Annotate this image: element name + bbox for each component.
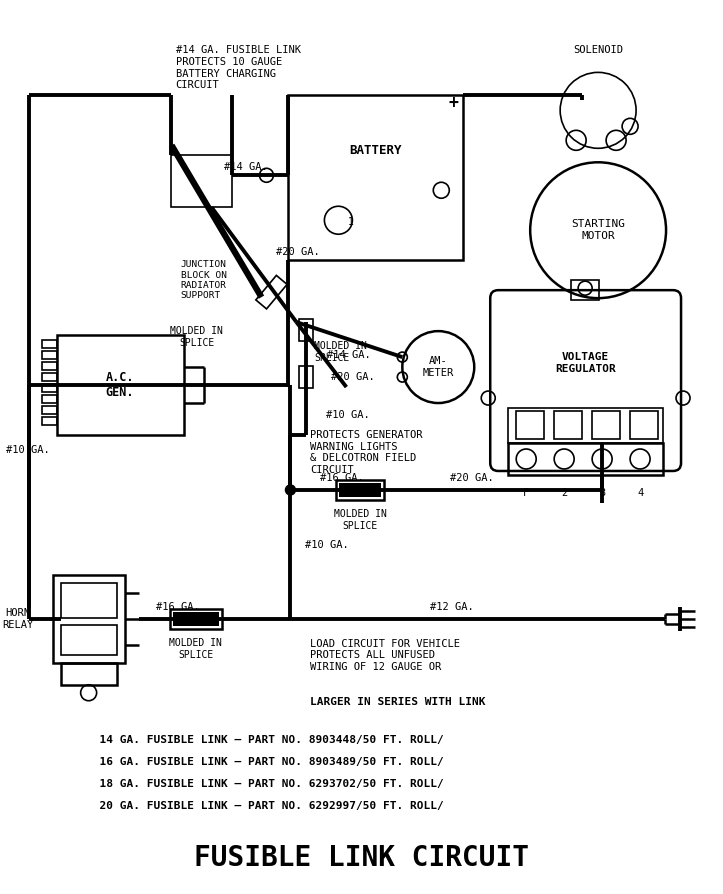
Bar xyxy=(56,335,184,435)
Bar xyxy=(42,351,56,359)
Bar xyxy=(554,411,582,439)
Text: FUSIBLE LINK CIRCUIT: FUSIBLE LINK CIRCUIT xyxy=(194,844,529,872)
Bar xyxy=(170,609,221,628)
Text: #20 GA.: #20 GA. xyxy=(276,248,320,257)
Bar xyxy=(592,411,620,439)
Text: F: F xyxy=(523,488,529,498)
Text: MOLDED IN
SPLICE: MOLDED IN SPLICE xyxy=(170,326,223,348)
Text: MOLDED IN
SPLICE: MOLDED IN SPLICE xyxy=(334,509,387,531)
Bar xyxy=(42,373,56,381)
Text: 4: 4 xyxy=(637,488,643,498)
Text: JUNCTION
BLOCK ON
RADIATOR
SUPPORT: JUNCTION BLOCK ON RADIATOR SUPPORT xyxy=(181,260,226,300)
Bar xyxy=(299,319,313,342)
Text: #14 GA.: #14 GA. xyxy=(223,163,268,173)
Bar xyxy=(42,362,56,370)
Text: PROTECTS GENERATOR
WARNING LIGHTS
& DELCOTRON FIELD
CIRCUIT: PROTECTS GENERATOR WARNING LIGHTS & DELC… xyxy=(310,430,423,475)
Text: #14 GA.: #14 GA. xyxy=(327,350,370,360)
Bar xyxy=(571,280,599,300)
Circle shape xyxy=(286,485,296,495)
Text: LARGER IN SERIES WITH LINK: LARGER IN SERIES WITH LINK xyxy=(310,696,486,707)
Bar xyxy=(61,583,116,618)
Text: 2: 2 xyxy=(561,488,568,498)
Text: #16 GA.: #16 GA. xyxy=(320,473,364,483)
Bar xyxy=(336,480,385,500)
Text: #12 GA.: #12 GA. xyxy=(430,602,474,611)
Text: +: + xyxy=(448,95,458,113)
Text: 1: 1 xyxy=(348,217,354,227)
Text: #16 GA.: #16 GA. xyxy=(155,602,200,611)
Bar xyxy=(256,275,287,309)
Text: #20 GA.: #20 GA. xyxy=(450,473,494,483)
Bar xyxy=(630,411,658,439)
Text: #10 GA.: #10 GA. xyxy=(326,410,370,420)
Bar xyxy=(299,366,313,388)
Text: STARTING
MOTOR: STARTING MOTOR xyxy=(571,219,625,241)
Text: #10 GA.: #10 GA. xyxy=(305,540,349,550)
Bar xyxy=(42,395,56,403)
Text: 20 GA. FUSIBLE LINK – PART NO. 6292997/50 FT. ROLL/: 20 GA. FUSIBLE LINK – PART NO. 6292997/5… xyxy=(85,801,443,811)
Text: MOLDED IN
SPLICE: MOLDED IN SPLICE xyxy=(169,638,222,660)
Bar xyxy=(53,575,124,662)
Bar xyxy=(508,408,663,443)
Text: HORN
RELAY: HORN RELAY xyxy=(2,608,33,629)
Text: 3: 3 xyxy=(599,488,605,498)
Bar xyxy=(61,662,116,685)
Text: #20 GA.: #20 GA. xyxy=(331,372,375,382)
Text: 14 GA. FUSIBLE LINK – PART NO. 8903448/50 FT. ROLL/: 14 GA. FUSIBLE LINK – PART NO. 8903448/5… xyxy=(85,735,443,745)
Bar xyxy=(339,483,381,497)
Bar xyxy=(516,411,544,439)
Text: VOLTAGE
REGULATOR: VOLTAGE REGULATOR xyxy=(555,352,615,374)
Text: #10 GA.: #10 GA. xyxy=(6,445,49,455)
Text: MOLDED IN
SPLICE: MOLDED IN SPLICE xyxy=(315,342,367,363)
Text: #14 GA. FUSIBLE LINK
PROTECTS 10 GAUGE
BATTERY CHARGING
CIRCUIT: #14 GA. FUSIBLE LINK PROTECTS 10 GAUGE B… xyxy=(176,46,301,90)
Text: A.C.
GEN.: A.C. GEN. xyxy=(106,371,134,399)
Bar xyxy=(173,611,218,626)
Text: 16 GA. FUSIBLE LINK – PART NO. 8903489/50 FT. ROLL/: 16 GA. FUSIBLE LINK – PART NO. 8903489/5… xyxy=(85,756,443,767)
Bar xyxy=(171,156,233,207)
Text: SOLENOID: SOLENOID xyxy=(573,46,623,55)
Bar xyxy=(61,625,116,654)
Bar xyxy=(42,406,56,414)
Bar xyxy=(42,384,56,392)
Bar xyxy=(42,340,56,348)
Text: LOAD CIRCUIT FOR VEHICLE
PROTECTS ALL UNFUSED
WIRING OF 12 GAUGE OR: LOAD CIRCUIT FOR VEHICLE PROTECTS ALL UN… xyxy=(310,639,461,672)
Text: BATTERY: BATTERY xyxy=(349,144,401,156)
Bar xyxy=(42,417,56,425)
Text: 18 GA. FUSIBLE LINK – PART NO. 6293702/50 FT. ROLL/: 18 GA. FUSIBLE LINK – PART NO. 6293702/5… xyxy=(85,779,443,789)
Bar xyxy=(508,443,663,475)
Bar xyxy=(288,96,463,260)
Text: AM-
METER: AM- METER xyxy=(423,357,454,378)
